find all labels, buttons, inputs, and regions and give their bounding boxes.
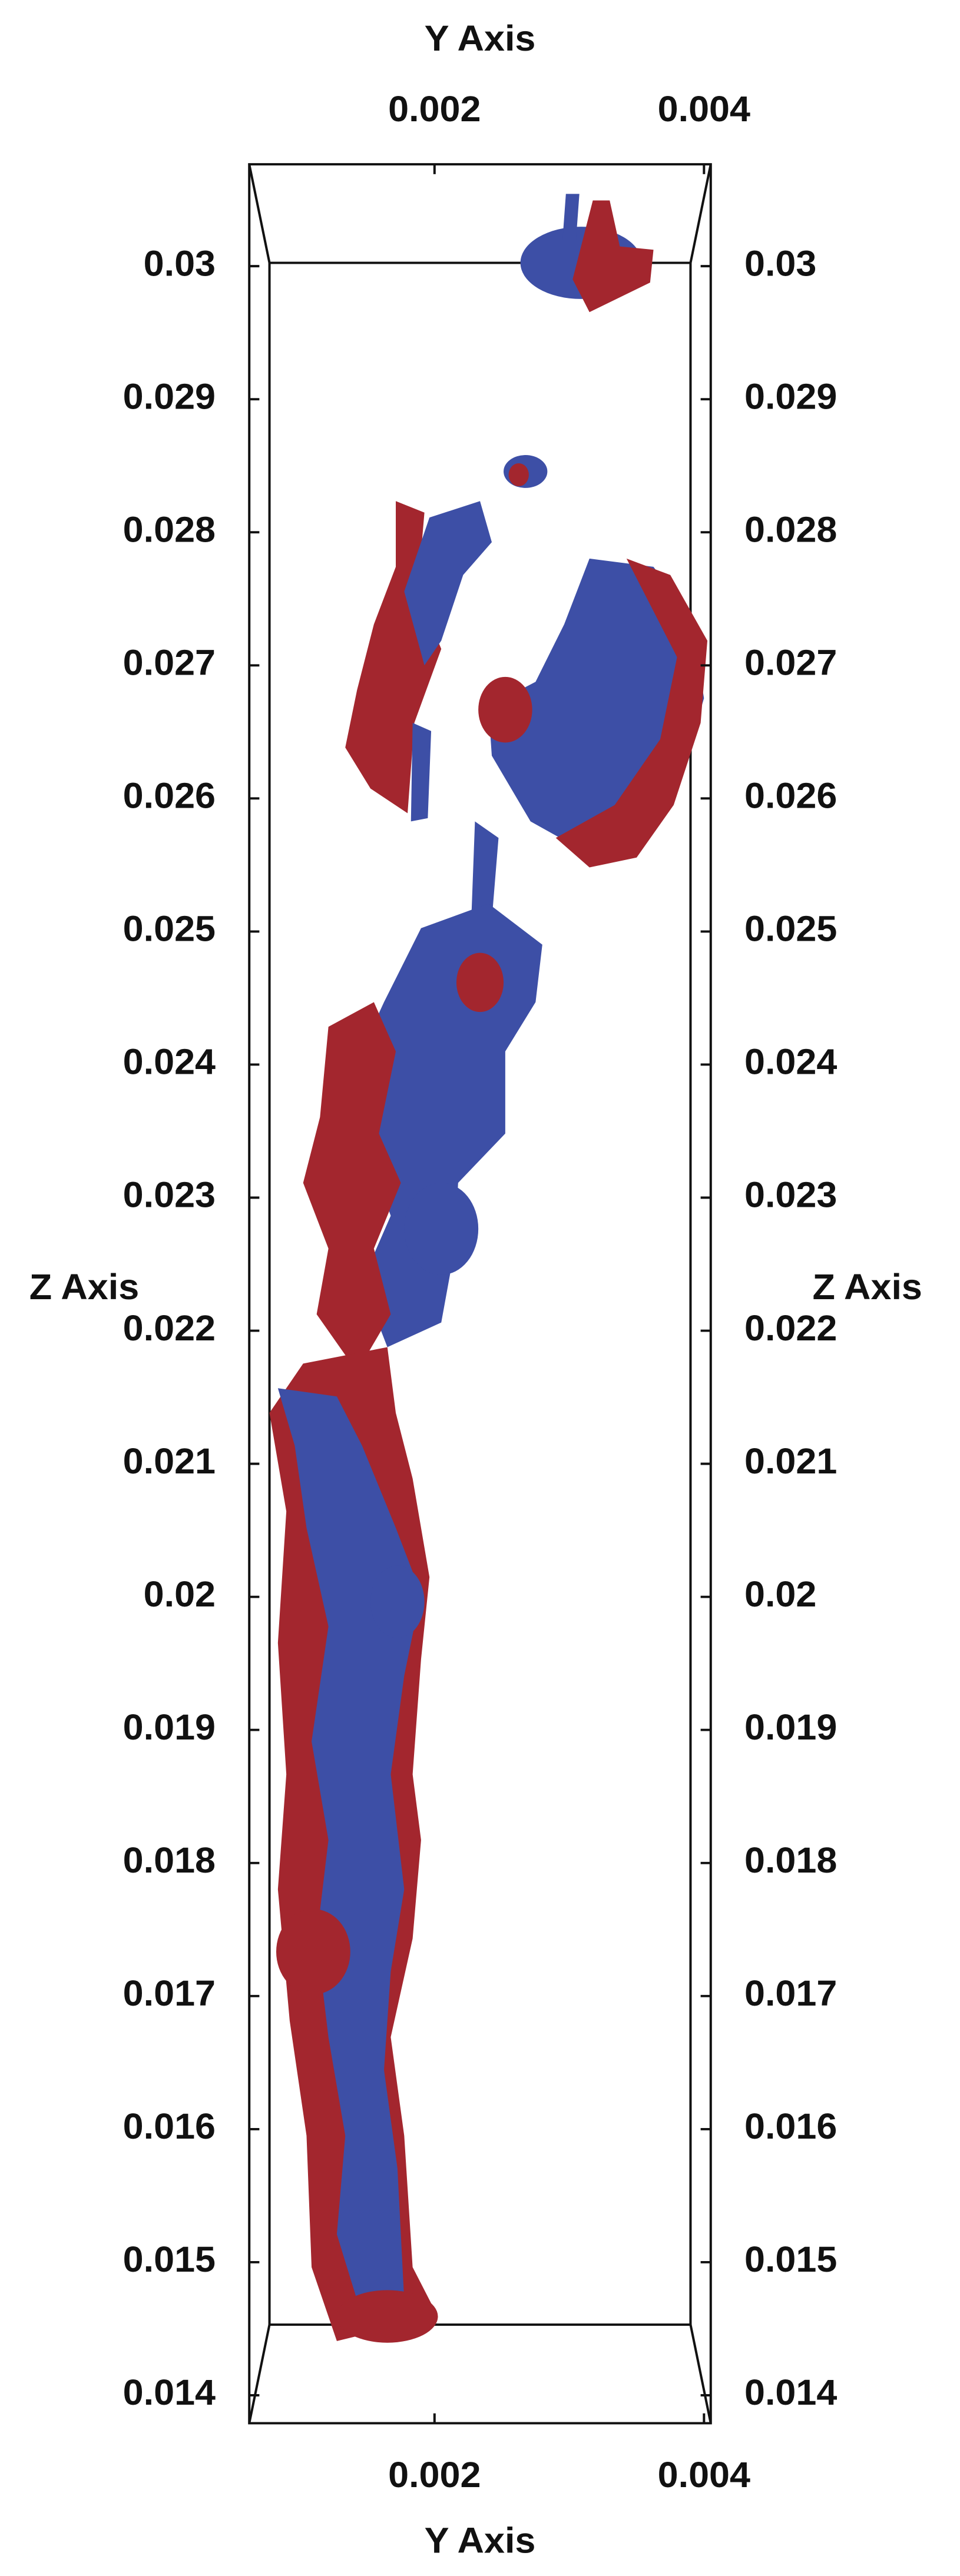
tick-label: 0.022 [744,1308,837,1348]
tick-label: 0.024 [744,1042,837,1082]
tick-label: 0.029 [123,377,216,417]
tick-label: 0.014 [123,2373,216,2413]
tick-label: 0.025 [744,909,837,949]
tick-label: 0.021 [744,1442,837,1482]
tick-label: 0.017 [123,1974,216,2014]
axis-labels: Y Axis Y Axis Z Axis Z Axis [29,19,922,2561]
tick-label: 0.016 [123,2107,216,2147]
tick-label: 0.026 [744,776,837,816]
left-axis-title: Z Axis [29,1267,139,1307]
tick-label: 0.018 [744,1841,837,1881]
tick-label: 0.016 [744,2107,837,2147]
box-front [268,261,692,2326]
tick-label: 0.03 [144,244,216,284]
tick-label: 0.019 [744,1708,837,1748]
tick-label: 0.002 [388,2455,481,2495]
tick-label: 0.022 [123,1308,216,1348]
tick-label: 0.019 [123,1708,216,1748]
tick-label: 0.021 [123,1442,216,1482]
tick-label: 0.002 [388,89,481,130]
isosurface [269,194,708,2343]
box-back [248,163,712,2425]
tick-label: 0.023 [123,1175,216,1215]
tick-label: 0.015 [123,2240,216,2280]
tick-label: 0.025 [123,909,216,949]
tick-label: 0.026 [123,776,216,816]
tick-label: 0.02 [744,1575,816,1615]
bottom-axis-title: Y Axis [425,2521,536,2561]
bounding-box [248,163,712,2425]
tick-label: 0.02 [144,1575,216,1615]
top-axis-title: Y Axis [425,19,536,59]
tick-label: 0.027 [744,643,837,683]
tick-label: 0.004 [658,89,751,130]
tick-label: 0.014 [744,2373,837,2413]
right-axis-title: Z Axis [813,1267,922,1307]
tick-label: 0.023 [744,1175,837,1215]
tick-label: 0.028 [123,510,216,550]
tick-label: 0.017 [744,1974,837,2014]
tick-label: 0.028 [744,510,837,550]
tick-label: 0.004 [658,2455,751,2495]
tick-label: 0.027 [123,643,216,683]
tick-label: 0.024 [123,1042,216,1082]
tick-label: 0.018 [123,1841,216,1881]
tick-label: 0.03 [744,244,816,284]
tick-label: 0.015 [744,2240,837,2280]
tick-label: 0.029 [744,377,837,417]
